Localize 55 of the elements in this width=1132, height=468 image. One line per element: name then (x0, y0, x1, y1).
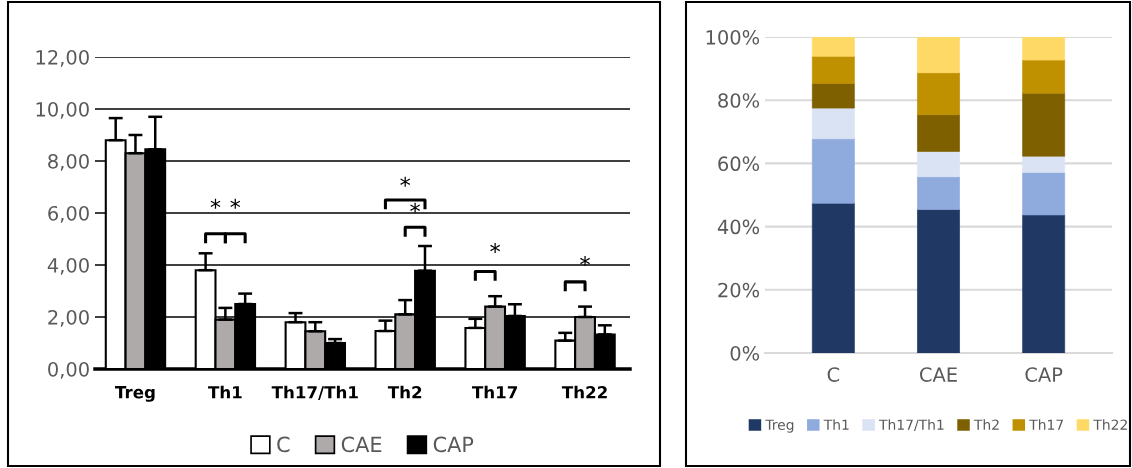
x-tick-label: Th2 (387, 385, 422, 399)
y-tick-label: 100% (706, 29, 760, 45)
legend-label: CAE (341, 436, 382, 453)
x-tick-label: Th17/Th1 (271, 385, 358, 400)
y-tick-label: 10,00 (36, 101, 89, 119)
legend-label: Treg (765, 419, 794, 433)
bar (1022, 37, 1066, 61)
annotation: * (210, 198, 221, 209)
y-tick-label: 40% (717, 219, 760, 235)
bar (1022, 59, 1066, 94)
legend-label: Th2 (973, 419, 999, 430)
bar (917, 114, 960, 152)
x-tick-label: Th17 (471, 385, 518, 399)
legend-label: CAP (433, 436, 474, 453)
bar (811, 37, 855, 57)
bar (1022, 214, 1066, 353)
bar (811, 107, 855, 140)
x-tick-label: Th1 (208, 385, 242, 399)
annotation: * (400, 176, 411, 187)
bar (811, 138, 855, 204)
y-tick-label: 20% (718, 282, 760, 298)
x-tick-label: Th22 (561, 385, 607, 399)
bar (917, 37, 960, 74)
x-tick-label: C (827, 367, 840, 382)
x-tick-label: CAE (920, 367, 957, 382)
annotation: * (580, 255, 590, 267)
bar (1022, 155, 1066, 173)
legend-label: Th17 (1029, 419, 1063, 430)
annotation: * (410, 202, 420, 213)
y-tick-label: 0% (730, 345, 760, 361)
y-tick-label: 60% (718, 156, 760, 172)
legend-label: Th22 (1093, 419, 1127, 430)
y-tick-label: 0,00 (48, 361, 89, 379)
y-tick-label: 8,00 (48, 153, 89, 171)
y-tick-label: 80% (718, 93, 760, 108)
bar (1022, 172, 1066, 216)
bar (811, 83, 855, 109)
legend-label: Th17/Th1 (878, 419, 944, 432)
bar (917, 176, 960, 210)
y-tick-label: 4,00 (47, 257, 89, 275)
bar (1022, 92, 1066, 157)
y-tick-label: 12,00 (36, 49, 89, 67)
annotation: * (230, 198, 241, 209)
x-tick-label: Treg (115, 386, 155, 402)
y-tick-label: 2,00 (48, 309, 89, 327)
annotation: * (490, 242, 501, 254)
y-tick-label: 6,00 (48, 205, 89, 223)
bar (917, 72, 960, 116)
bar (917, 151, 960, 178)
legend-label: Th1 (823, 419, 849, 430)
x-tick-label: CAP (1025, 367, 1063, 382)
bar (811, 55, 855, 84)
legend-label: C (277, 436, 290, 453)
bar (811, 202, 855, 353)
bar (917, 209, 960, 353)
